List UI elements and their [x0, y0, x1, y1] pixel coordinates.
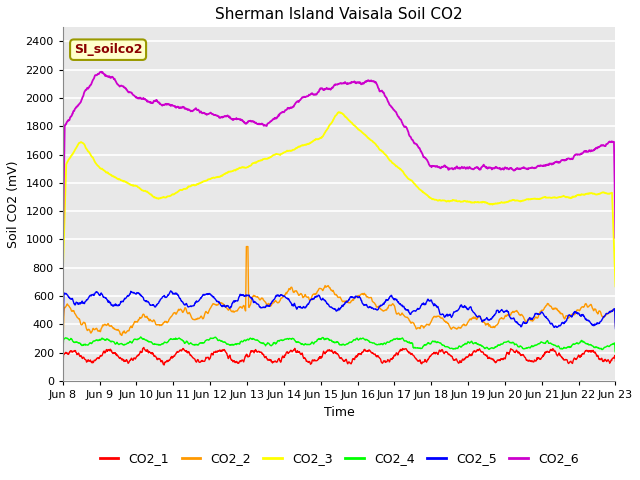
X-axis label: Time: Time: [324, 406, 355, 419]
Text: SI_soilco2: SI_soilco2: [74, 43, 142, 56]
Title: Sherman Island Vaisala Soil CO2: Sherman Island Vaisala Soil CO2: [215, 7, 463, 22]
Y-axis label: Soil CO2 (mV): Soil CO2 (mV): [7, 160, 20, 248]
Legend: CO2_1, CO2_2, CO2_3, CO2_4, CO2_5, CO2_6: CO2_1, CO2_2, CO2_3, CO2_4, CO2_5, CO2_6: [95, 447, 584, 470]
